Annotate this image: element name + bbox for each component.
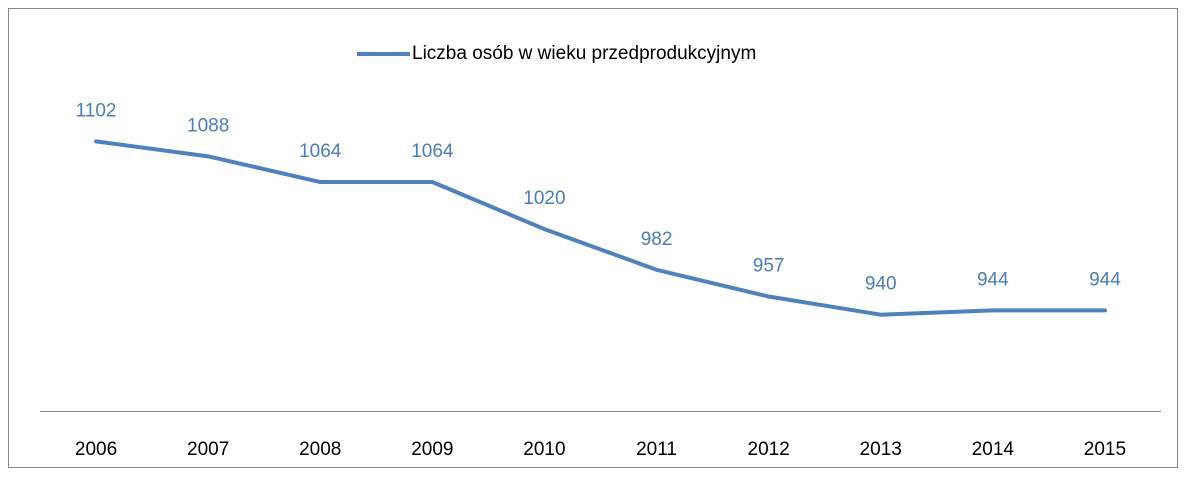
x-tick-label: 2015: [1084, 439, 1126, 460]
chart-border: [8, 8, 1178, 468]
data-label: 1088: [187, 115, 229, 136]
data-label: 982: [641, 229, 673, 250]
x-tick-label: 2009: [411, 439, 453, 460]
data-label: 944: [977, 269, 1009, 290]
data-line: [94, 139, 1107, 317]
data-label: 1064: [411, 141, 454, 162]
data-label: 940: [865, 274, 897, 295]
x-tick-label: 2013: [860, 439, 902, 460]
data-label: 957: [753, 256, 785, 277]
x-tick-label: 2011: [636, 439, 677, 460]
x-tick-label: 2012: [748, 439, 790, 460]
x-tick-label: 2007: [187, 439, 229, 460]
legend-label: Liczba osób w wieku przedprodukcyjnym: [412, 43, 756, 64]
data-label: 1102: [76, 100, 117, 121]
x-tick-label: 2010: [523, 439, 565, 460]
x-tick-label: 2008: [299, 439, 341, 460]
data-label: 944: [1089, 269, 1121, 290]
data-label: 1020: [523, 188, 565, 209]
x-tick-label: 2006: [75, 439, 117, 460]
data-label: 1064: [299, 141, 342, 162]
x-tick-label: 2014: [972, 439, 1015, 460]
